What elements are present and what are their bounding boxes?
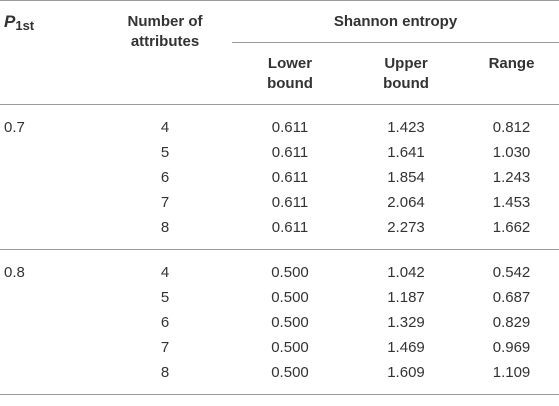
range-cell: 1.243 [492,169,531,186]
range-cell: 1.662 [492,219,531,236]
range-cell: 0.829 [492,314,531,331]
table-row: 8 0.500 1.609 1.109 [0,360,559,395]
p-subscript: 1st [15,18,35,33]
attributes-cell: 6 [160,314,170,331]
p-symbol: P [4,12,16,31]
lower-bound-cell: 0.611 [271,169,309,186]
table-body: 0.7 4 0.611 1.423 0.812 5 0.611 1.641 1.030 6 0.61… [0,105,559,395]
lower-bound-cell: 0.611 [271,219,309,236]
attributes-cell: 5 [160,144,170,161]
attributes-cell: 4 [160,264,170,281]
table-header: P1st Number of attributes Shannon entrop… [0,0,559,105]
upper-bound-cell: 1.187 [387,289,425,306]
upper-bound-cell: 1.641 [387,144,425,161]
range-cell: 0.812 [492,119,531,136]
upper-bound-header: Upper bound [383,55,429,92]
p-first-header: P1st [0,1,98,105]
upper-bound-cell: 1.329 [387,314,425,331]
range-cell: 0.542 [492,264,531,281]
p-first-cell: 0.7 [4,119,25,136]
table-row: 7 0.500 1.469 0.969 [0,335,559,360]
shannon-entropy-header: Shannon entropy [232,0,559,43]
upper-bound-cell: 1.609 [387,364,425,381]
p-first-cell [0,215,98,250]
table-row: 8 0.611 2.273 1.662 [0,215,559,250]
range-cell: 1.030 [492,144,531,161]
attributes-cell: 7 [160,339,170,356]
p-first-cell [0,285,98,310]
lower-bound-cell: 0.500 [271,264,309,281]
upper-bound-cell: 1.469 [387,339,425,356]
upper-bound-cell: 1.423 [387,119,425,136]
upper-bound-cell: 1.854 [387,169,425,186]
table-row: 6 0.611 1.854 1.243 [0,165,559,190]
attributes-cell: 8 [160,364,170,381]
range-header: Range [488,55,535,72]
attributes-cell: 5 [160,289,170,306]
p-first-cell [0,190,98,215]
p-first-cell [0,165,98,190]
lower-bound-cell: 0.500 [271,289,309,306]
range-cell: 0.687 [492,289,531,306]
attributes-cell: 6 [160,169,170,186]
p-first-cell [0,140,98,165]
table-row: 0.7 4 0.611 1.423 0.812 [0,105,559,141]
attributes-cell: 8 [160,219,170,236]
lower-bound-cell: 0.500 [271,364,309,381]
attributes-header: Number of attributes [127,13,203,50]
lower-bound-cell: 0.611 [271,144,309,161]
range-cell: 0.969 [492,339,531,356]
table-row: 0.8 4 0.500 1.042 0.542 [0,250,559,286]
table-row: 5 0.611 1.641 1.030 [0,140,559,165]
table-row: 6 0.500 1.329 0.829 [0,310,559,335]
p-first-cell [0,360,98,395]
upper-bound-cell: 2.064 [387,194,425,211]
p-first-cell [0,310,98,335]
lower-bound-cell: 0.611 [271,194,309,211]
range-cell: 1.109 [492,364,531,381]
lower-bound-cell: 0.611 [271,119,309,136]
table-row: 5 0.500 1.187 0.687 [0,285,559,310]
upper-bound-cell: 2.273 [387,219,425,236]
attributes-cell: 7 [160,194,170,211]
p-first-cell [0,335,98,360]
attributes-cell: 4 [160,119,170,136]
lower-bound-cell: 0.500 [271,339,309,356]
table-row: 7 0.611 2.064 1.453 [0,190,559,215]
lower-bound-cell: 0.500 [271,314,309,331]
entropy-table: P1st Number of attributes Shannon entrop… [0,0,559,395]
upper-bound-cell: 1.042 [387,264,425,281]
p-first-cell: 0.8 [4,264,25,281]
range-cell: 1.453 [492,194,531,211]
lower-bound-header: Lower bound [267,55,313,92]
